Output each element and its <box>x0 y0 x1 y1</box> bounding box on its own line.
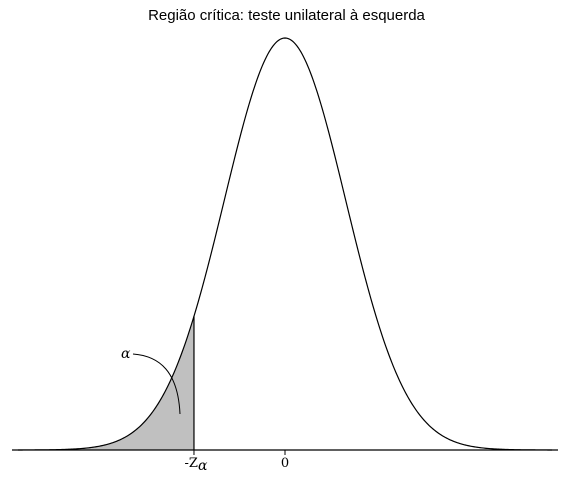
alpha-label: α <box>121 346 131 362</box>
alpha-pointer-line <box>132 353 181 415</box>
density-curve <box>18 37 552 451</box>
critical-tick-label: -Zα <box>185 456 208 474</box>
critical-tick-subscript: α <box>198 458 208 474</box>
chart-title: Região crítica: teste unilateral à esque… <box>148 7 425 24</box>
critical-tick-prefix: -Z <box>185 456 198 471</box>
center-tick-label: 0 <box>281 456 289 471</box>
critical-region-area <box>18 316 194 450</box>
